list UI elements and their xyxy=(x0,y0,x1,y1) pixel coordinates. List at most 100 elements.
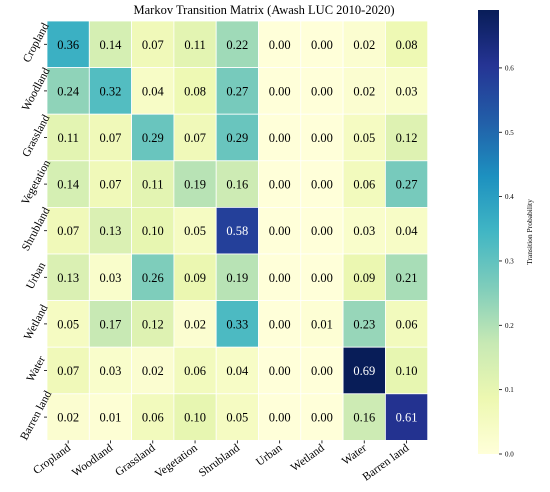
cell-value-label: 0.05 xyxy=(353,131,375,145)
heatmap-cell xyxy=(173,393,217,441)
cell-value-label: 0.23 xyxy=(353,317,375,331)
cell-value-label: 0.08 xyxy=(184,84,206,98)
colorbar: 0.0 0.1 0.2 0.3 0.4 0.5 0.6 Transition Probabil… xyxy=(478,10,534,459)
cell-value-label: 0.21 xyxy=(396,271,418,285)
cell-value-label: 0.07 xyxy=(100,131,122,145)
heatmap-cell xyxy=(215,253,259,301)
colorbar-tick-label: 0.3 xyxy=(505,257,514,265)
heatmap-cell xyxy=(88,160,133,208)
column-tick-label: Woodland xyxy=(70,442,115,479)
row-tick-label: Water xyxy=(25,354,48,384)
heatmap-cell xyxy=(173,346,217,395)
heatmap-cell xyxy=(384,160,429,208)
heatmap-cell xyxy=(46,300,90,348)
column-tick-label: Urban xyxy=(254,442,285,469)
column-tick-label: Shrubland xyxy=(197,442,243,480)
cell-value-label: 0.10 xyxy=(184,411,206,425)
cell-value-label: 0.06 xyxy=(396,317,418,331)
heatmap-cell xyxy=(46,253,90,301)
cell-value-label: 0.32 xyxy=(100,84,122,98)
cell-value-label: 0.06 xyxy=(353,178,375,192)
heatmap-cell xyxy=(88,20,133,68)
cell-value-label: 0.17 xyxy=(100,317,122,331)
cell-value-label: 0.02 xyxy=(57,411,79,425)
heatmap-cell xyxy=(300,346,344,395)
cell-value-label: 0.02 xyxy=(353,84,375,98)
heatmap-cell xyxy=(131,67,175,115)
heatmap-cell xyxy=(131,206,175,255)
cell-value-label: 0.06 xyxy=(142,411,164,425)
heatmap-cell xyxy=(384,113,429,162)
heatmap-cell xyxy=(215,346,259,395)
heatmap-cell xyxy=(300,113,344,162)
cell-value-label: 0.05 xyxy=(184,224,206,238)
heatmap-cell xyxy=(46,206,90,255)
heatmap-cell xyxy=(342,20,386,68)
heatmap-cell xyxy=(173,206,217,255)
cell-value-label: 0.08 xyxy=(396,38,418,52)
heatmap-cell xyxy=(384,206,429,255)
cell-value-label: 0.10 xyxy=(142,224,164,238)
cell-value-label: 0.00 xyxy=(311,364,333,378)
cell-value-label: 0.11 xyxy=(142,178,163,192)
cell-value-label: 0.16 xyxy=(353,411,375,425)
cell-value-label: 0.07 xyxy=(57,224,79,238)
cell-value-label: 0.03 xyxy=(100,271,122,285)
cell-value-label: 0.27 xyxy=(396,178,418,192)
cell-value-label: 0.00 xyxy=(311,38,333,52)
cell-value-label: 0.19 xyxy=(184,178,206,192)
colorbar-gradient xyxy=(478,10,499,454)
cell-value-label: 0.02 xyxy=(184,317,206,331)
cell-value-label: 0.61 xyxy=(396,411,418,425)
cell-value-label: 0.00 xyxy=(269,178,291,192)
cell-value-label: 0.22 xyxy=(226,38,248,52)
cell-value-label: 0.36 xyxy=(57,38,79,52)
colorbar-tick-label: 0.5 xyxy=(505,129,514,137)
cell-value-label: 0.16 xyxy=(226,178,248,192)
cell-value-label: 0.07 xyxy=(100,178,122,192)
cell-value-label: 0.00 xyxy=(269,271,291,285)
cell-value-label: 0.07 xyxy=(57,364,79,378)
heatmap-cell xyxy=(215,67,259,115)
colorbar-tick-label: 0.6 xyxy=(505,64,514,72)
cell-value-label: 0.03 xyxy=(100,364,122,378)
column-tick-label: Water xyxy=(340,442,369,468)
heatmap-cell xyxy=(342,67,386,115)
heatmap-cell xyxy=(46,393,90,441)
cell-value-label: 0.02 xyxy=(353,38,375,52)
cell-value-label: 0.00 xyxy=(269,224,291,238)
heatmap-cell xyxy=(131,253,175,301)
cell-value-label: 0.29 xyxy=(142,131,164,145)
heatmap-cell xyxy=(300,206,344,255)
cell-value-label: 0.00 xyxy=(311,411,333,425)
heatmap-cell xyxy=(215,300,259,348)
column-tick-label: Wetland xyxy=(289,442,327,474)
heatmap-cell xyxy=(131,20,175,68)
cell-value-label: 0.00 xyxy=(311,178,333,192)
heatmap-cell xyxy=(258,393,302,441)
heatmap-cell xyxy=(88,113,133,162)
heatmap-cell xyxy=(46,113,90,162)
cell-value-label: 0.05 xyxy=(226,411,248,425)
heatmap-cell xyxy=(88,393,133,441)
heatmap-cell xyxy=(258,253,302,301)
heatmap-cell xyxy=(46,160,90,208)
heatmap-cell xyxy=(88,300,133,348)
heatmap-cell xyxy=(384,393,429,441)
cell-value-label: 0.14 xyxy=(100,38,123,52)
cell-value-label: 0.00 xyxy=(311,224,333,238)
heatmap-cell xyxy=(258,346,302,395)
cell-value-label: 0.01 xyxy=(100,411,122,425)
column-tick-label: Grassland xyxy=(113,442,157,479)
heatmap-cell xyxy=(88,253,133,301)
cell-value-label: 0.00 xyxy=(311,84,333,98)
cell-value-label: 0.00 xyxy=(269,38,291,52)
cell-value-label: 0.11 xyxy=(57,131,78,145)
cell-value-label: 0.00 xyxy=(269,317,291,331)
cell-value-label: 0.58 xyxy=(226,224,248,238)
column-tick-label: Cropland xyxy=(31,442,73,477)
heatmap-cell xyxy=(46,20,90,68)
cell-value-label: 0.24 xyxy=(57,84,80,98)
cell-value-label: 0.12 xyxy=(142,317,164,331)
heatmap-cell xyxy=(258,20,302,68)
